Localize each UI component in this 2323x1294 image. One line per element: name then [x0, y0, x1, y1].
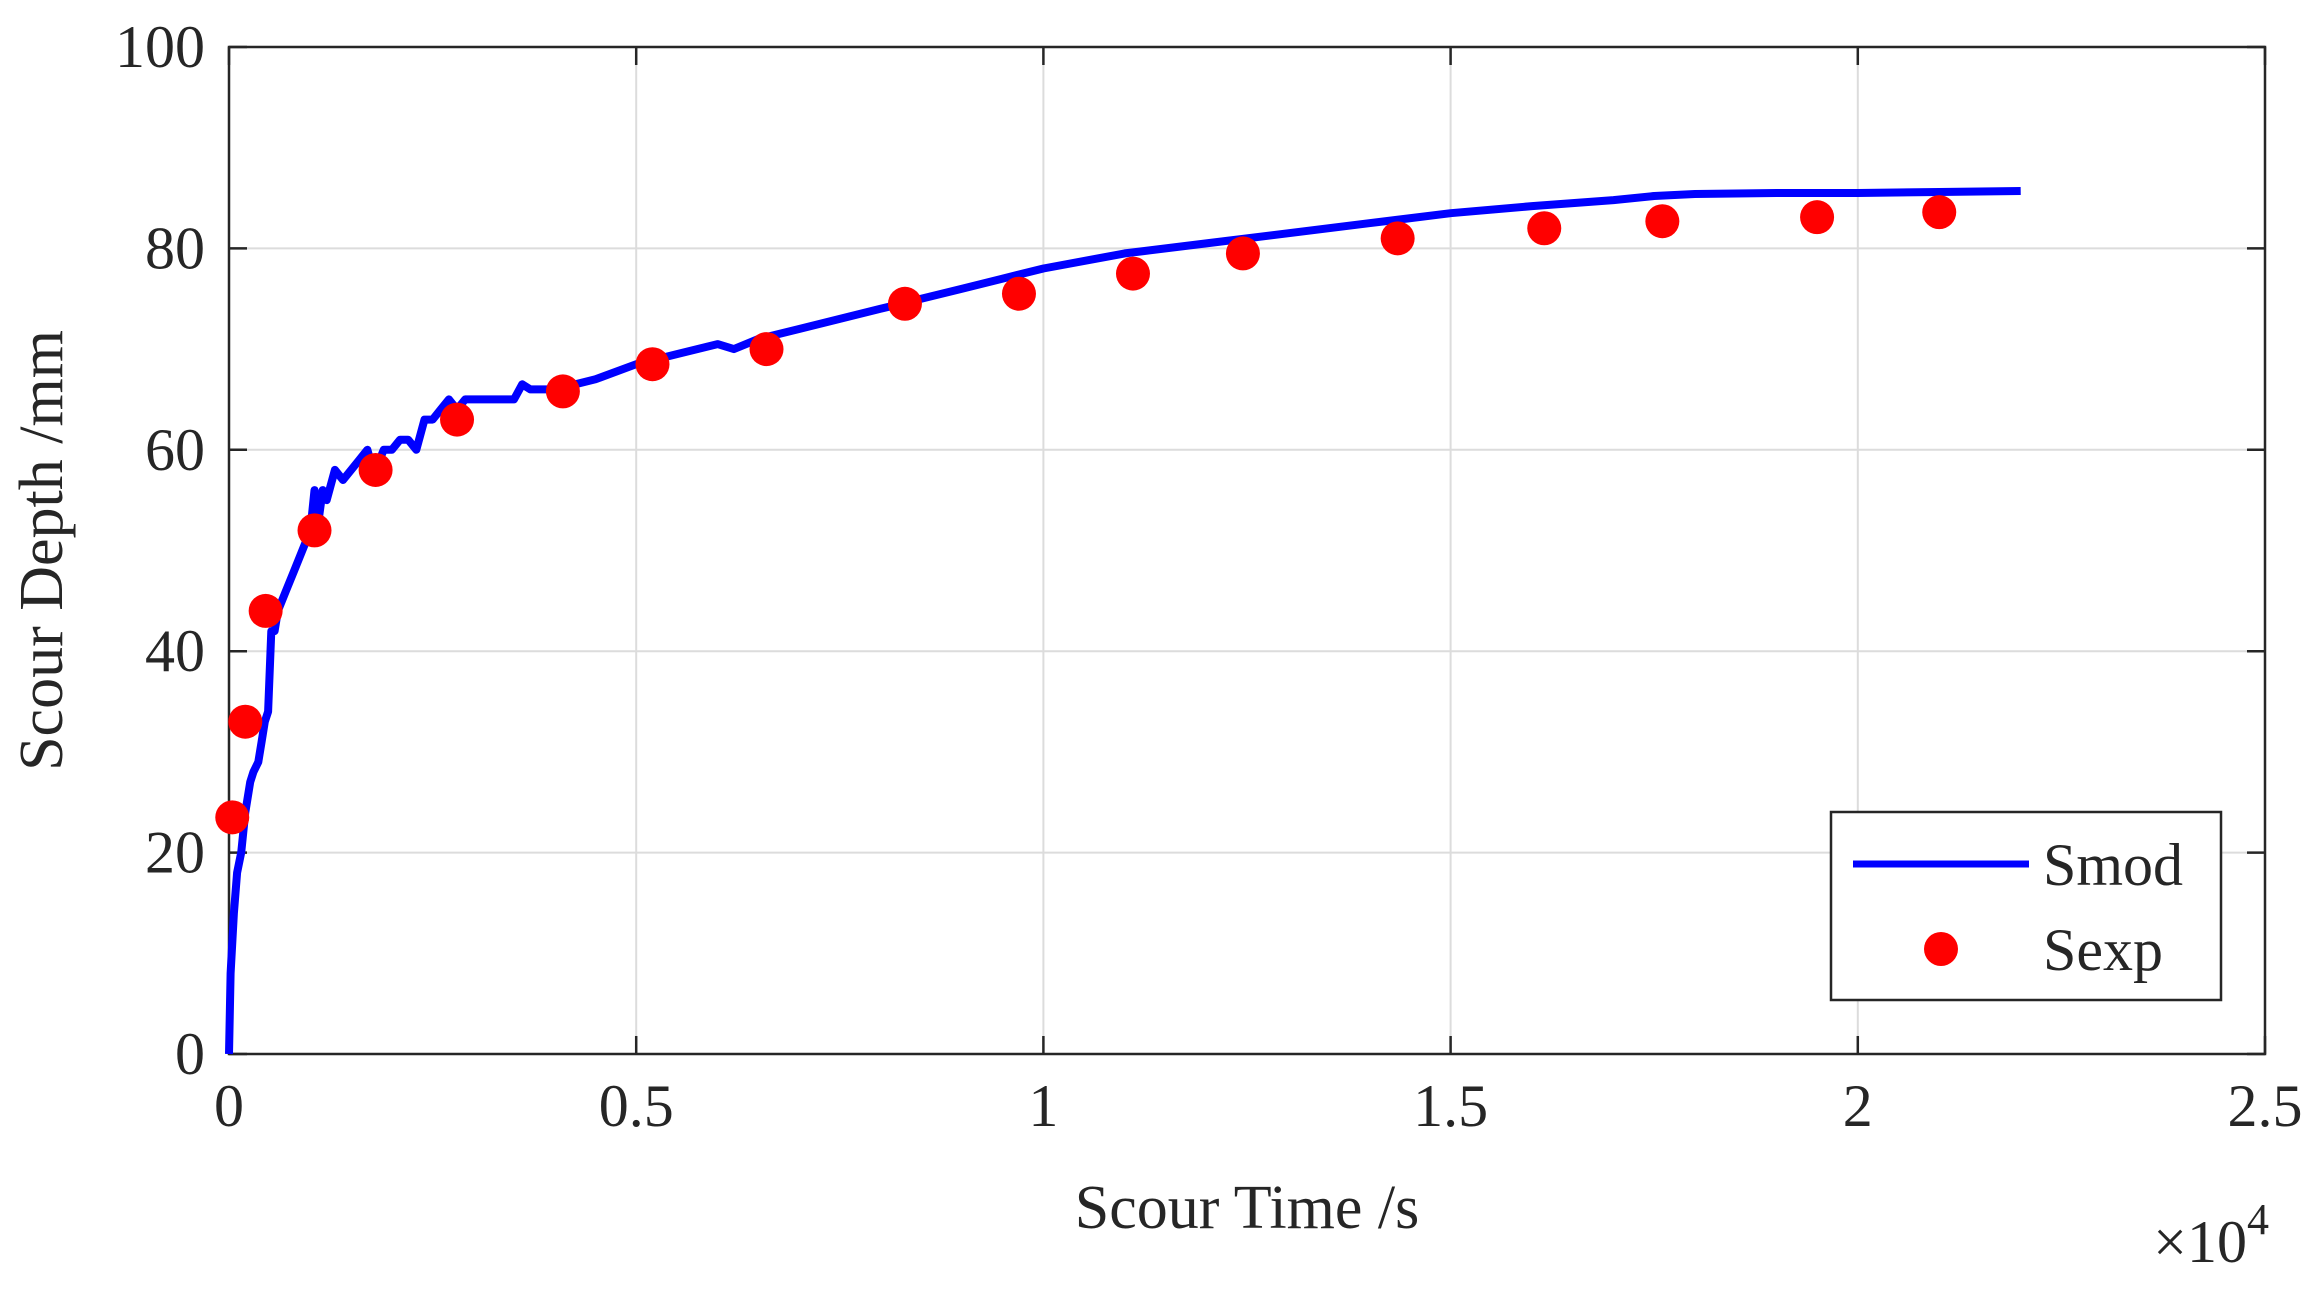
x-tick-label: 2	[1843, 1073, 1873, 1139]
legend-label-sexp: Sexp	[2043, 917, 2163, 983]
y-tick-label: 20	[145, 820, 205, 886]
data-point-sexp	[1922, 195, 1957, 230]
data-point-sexp	[297, 513, 332, 548]
y-tick-label: 40	[145, 618, 205, 684]
data-point-sexp	[1380, 221, 1415, 256]
x-axis-multiplier: ×104	[2153, 1195, 2269, 1275]
legend-swatch-sexp	[1924, 932, 1958, 966]
data-point-sexp	[358, 452, 393, 487]
y-tick-label: 60	[145, 417, 205, 483]
x-tick-label: 1.5	[1413, 1073, 1488, 1139]
data-point-sexp	[887, 286, 922, 321]
y-tick-label: 100	[115, 14, 205, 80]
x-axis-title: Scour Time /s	[1075, 1174, 1420, 1242]
data-point-sexp	[749, 332, 784, 367]
x-tick-label: 1	[1028, 1073, 1058, 1139]
x-axis-multiplier-base: ×10	[2153, 1209, 2247, 1275]
series-line-smod	[225, 187, 2021, 1055]
legend: Smod Sexp	[1829, 810, 2223, 1002]
y-axis-title: Scour Depth /mm	[8, 330, 76, 771]
x-tick-label: 0	[214, 1073, 244, 1139]
data-point-sexp	[1645, 204, 1680, 239]
data-point-sexp	[248, 593, 283, 628]
data-point-sexp	[1001, 276, 1036, 311]
legend-label-smod: Smod	[2043, 832, 2183, 898]
x-axis-multiplier-exponent: 4	[2247, 1195, 2269, 1244]
y-tick-label: 0	[175, 1021, 205, 1087]
legend-box	[1829, 810, 2223, 1002]
plot-frame	[227, 45, 2267, 1056]
data-point-sexp	[1225, 236, 1260, 271]
data-point-sexp	[635, 347, 670, 382]
x-tick-label: 0.5	[599, 1073, 674, 1139]
data-point-sexp	[215, 800, 250, 835]
data-point-sexp	[1800, 200, 1835, 235]
y-tick-label: 80	[145, 215, 205, 281]
data-point-sexp	[545, 374, 580, 409]
data-point-sexp	[228, 704, 263, 739]
axes: 0 0.5 1 1.5 2 2.5 0 20 40 60 80 100	[115, 14, 2303, 1139]
data-point-sexp	[1115, 256, 1150, 291]
x-tick-label: 2.5	[2228, 1073, 2303, 1139]
data-point-sexp	[1527, 211, 1562, 246]
data-point-sexp	[440, 402, 475, 437]
axis-labels: Scour Time /s Scour Depth /mm ×104	[8, 330, 2269, 1275]
plot-area	[215, 187, 2021, 1055]
